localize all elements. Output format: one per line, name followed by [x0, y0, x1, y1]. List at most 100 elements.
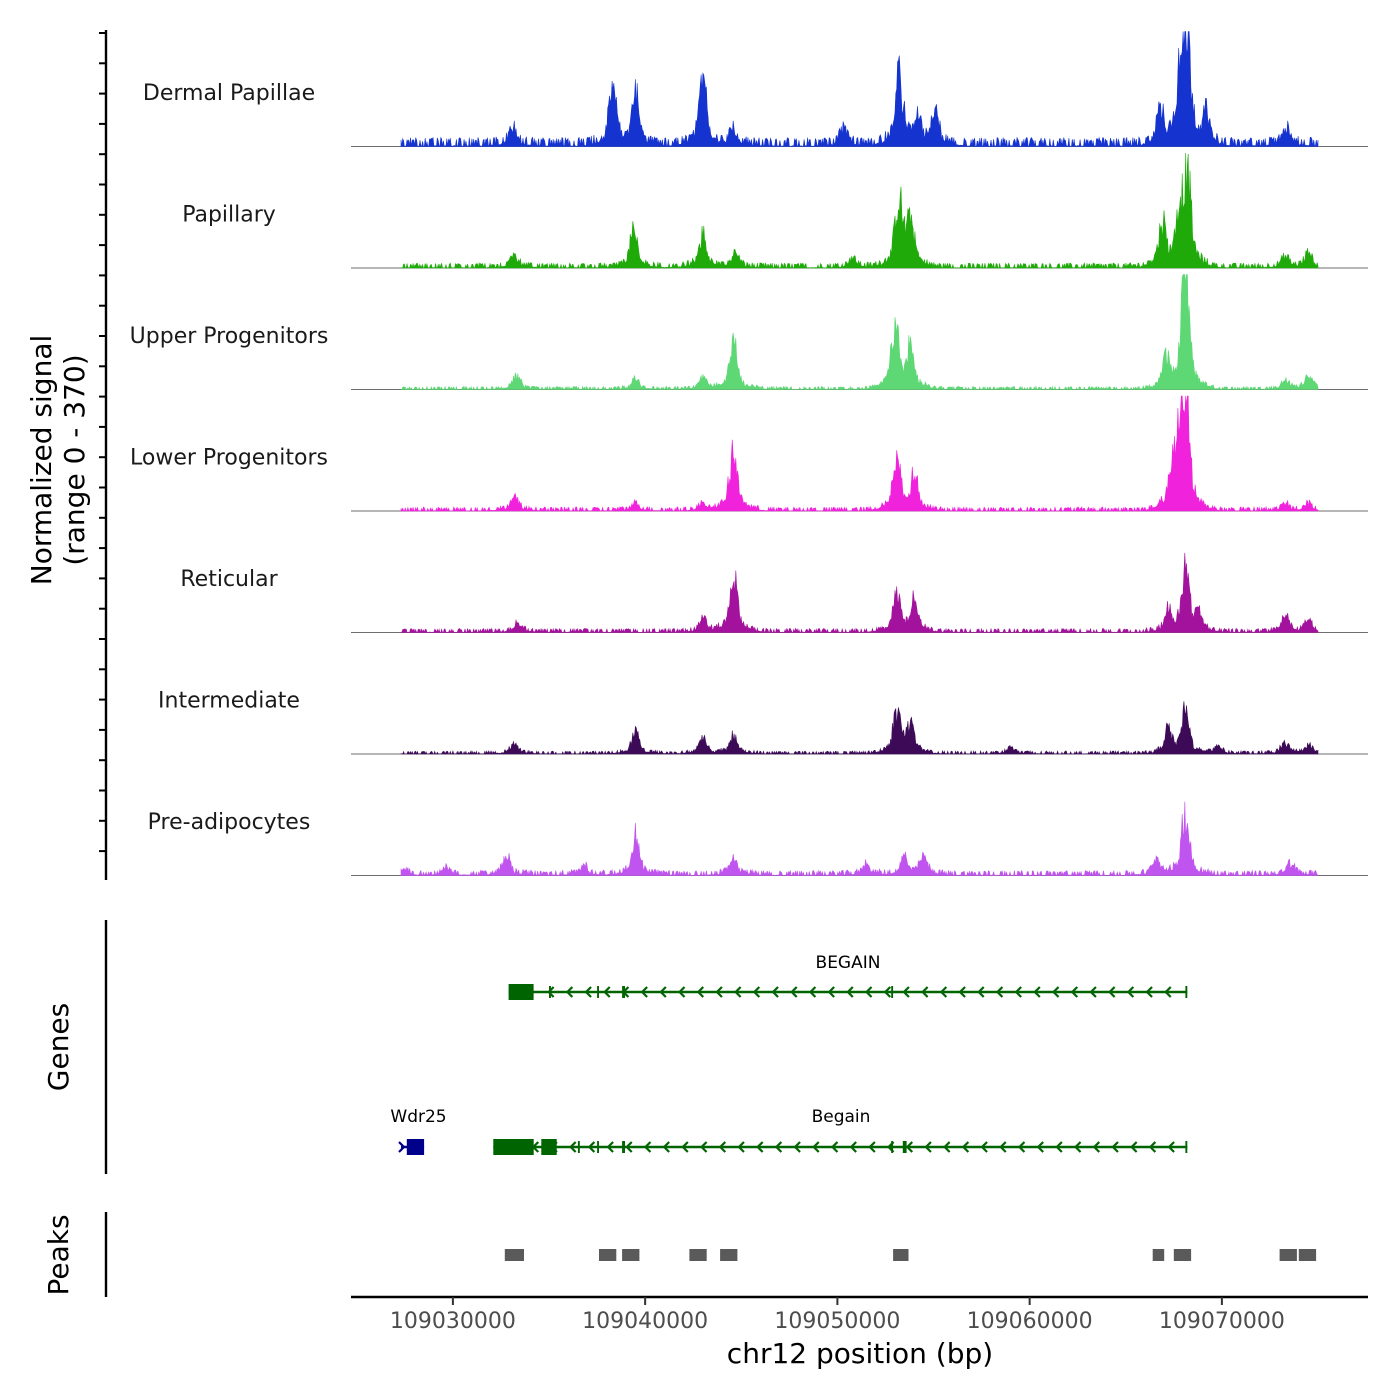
strand-arrow [1017, 1141, 1026, 1153]
strand-arrow [1033, 986, 1041, 998]
strand-arrow [565, 986, 574, 998]
signal-area [400, 152, 1319, 270]
strand-arrow [677, 986, 686, 998]
signal-track: Upper Progenitors [130, 274, 1368, 391]
gene-exon [508, 984, 534, 1000]
peak-region [1279, 1249, 1297, 1261]
track-label: Papillary [182, 203, 276, 228]
peak-region [1298, 1249, 1317, 1261]
strand-arrow [734, 986, 742, 998]
gene-exon [597, 986, 599, 998]
strand-arrow [756, 1141, 764, 1153]
gene-exon [891, 986, 894, 998]
gene-exon [493, 1139, 534, 1155]
strand-arrow [696, 986, 705, 998]
strand-arrow [737, 1141, 745, 1153]
signal-area [400, 274, 1319, 391]
strand-arrow [700, 1141, 708, 1153]
peak-region [622, 1249, 640, 1261]
strand-arrow [790, 986, 798, 998]
x-tick-label: 109070000 [1159, 1309, 1285, 1334]
peak-regions [504, 1249, 1317, 1261]
strand-arrow [1092, 1141, 1101, 1153]
strand-arrow [921, 986, 929, 998]
x-axis: 109030000 109040000 109050000 109060000 1090… [351, 1295, 1368, 1370]
genes-panel: Genes BEGAIN Wdr25 Begain [42, 920, 1188, 1174]
signal-track: Intermediate [158, 689, 1368, 755]
strand-arrow [1036, 1141, 1044, 1153]
gene-model: Wdr25 [390, 1107, 447, 1155]
strand-arrow [1051, 986, 1060, 998]
signal-tracks: Dermal Papillae Papillary Upper Progenitor… [130, 31, 1368, 877]
strand-arrow [1145, 986, 1153, 998]
strand-arrow [640, 986, 648, 998]
signal-track: Papillary [182, 152, 1368, 270]
signal-area [400, 552, 1319, 634]
strand-arrow [643, 1141, 652, 1153]
strand-arrow [812, 1141, 820, 1153]
signal-track: Pre-adipocytes [148, 801, 1368, 877]
strand-arrow [958, 986, 966, 998]
gene-label: Wdr25 [390, 1107, 446, 1127]
peaks-panel: Peaks [42, 1212, 1317, 1297]
gene-label: BEGAIN [816, 953, 881, 973]
strand-arrow [681, 1141, 689, 1153]
strand-arrow [939, 986, 948, 998]
signal-area [400, 395, 1319, 513]
peak-region [720, 1249, 738, 1261]
track-label: Dermal Papillae [143, 81, 315, 106]
signal-area [400, 31, 1319, 148]
signal-track: Dermal Papillae [143, 31, 1368, 148]
signal-y-ticks [99, 32, 106, 853]
strand-arrow [827, 986, 835, 998]
strand-arrow [1111, 1141, 1119, 1153]
gene-model: Begain [493, 1107, 1188, 1155]
gene-exon [549, 986, 551, 998]
strand-arrow [1074, 1141, 1082, 1153]
gene-exon [1185, 1141, 1188, 1153]
track-label: Pre-adipocytes [148, 810, 311, 835]
strand-arrow [718, 1141, 727, 1153]
strand-arrow [1130, 1141, 1138, 1153]
gene-exon [577, 1141, 580, 1153]
strand-arrow [868, 1141, 876, 1153]
strand-arrow [547, 986, 555, 998]
gene-model: BEGAIN [508, 953, 1188, 1000]
strand-arrow [659, 986, 667, 998]
strand-arrow [846, 986, 854, 998]
gene-exon [1185, 986, 1188, 998]
strand-arrow [849, 1141, 857, 1153]
strand-arrow [584, 986, 592, 998]
genes-ylabel: Genes [42, 1003, 75, 1091]
strand-arrow [1148, 1141, 1157, 1153]
peak-region [1152, 1249, 1165, 1261]
track-label: Lower Progenitors [130, 446, 328, 471]
strand-arrow [569, 1141, 577, 1153]
gene-exon [406, 1139, 425, 1155]
strand-arrow [961, 1141, 970, 1153]
x-tick-label: 109040000 [582, 1309, 708, 1334]
gene-label: Begain [812, 1107, 871, 1127]
gene-exon [541, 1139, 557, 1155]
peak-region [689, 1249, 707, 1261]
strand-arrow [808, 986, 817, 998]
strand-arrow [587, 1141, 596, 1153]
strand-arrow [1014, 986, 1022, 998]
gene-exon [622, 986, 625, 998]
strand-arrow [905, 1141, 914, 1153]
signal-ylabel-line2: (range 0 - 370) [58, 354, 91, 565]
peak-region [504, 1249, 524, 1261]
strand-arrow [883, 986, 892, 998]
x-tick-label: 109050000 [774, 1309, 900, 1334]
strand-arrow [902, 986, 910, 998]
signal-panel: Dermal Papillae Papillary Upper Progenitor… [25, 30, 1368, 880]
strand-arrow [999, 1141, 1007, 1153]
track-label: Upper Progenitors [130, 324, 329, 349]
strand-arrow [924, 1141, 932, 1153]
signal-track: Lower Progenitors [130, 395, 1368, 513]
strand-arrow [1108, 986, 1116, 998]
peak-region [893, 1249, 909, 1261]
peak-region [599, 1249, 617, 1261]
strand-arrow [1089, 986, 1097, 998]
